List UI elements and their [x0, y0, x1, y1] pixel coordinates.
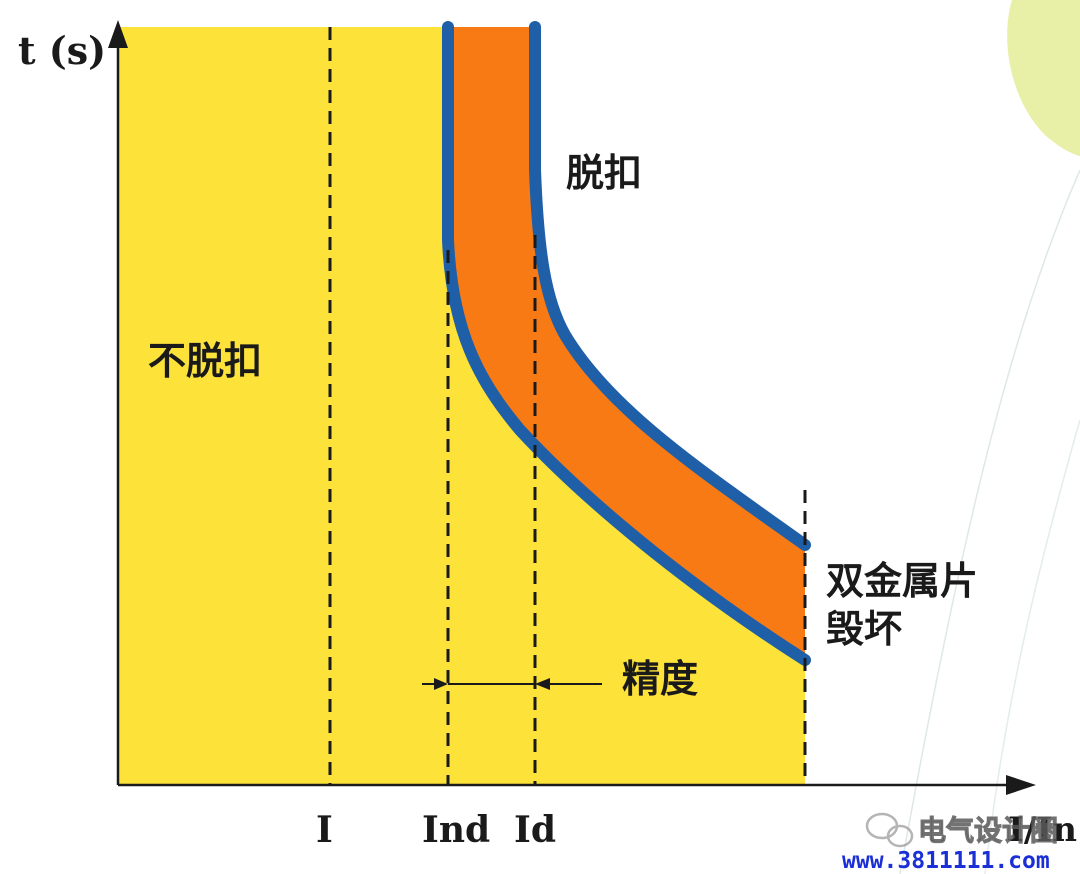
- accuracy-label: 精度: [622, 657, 698, 701]
- bimetal-damage-label-line1: 双金属片: [826, 559, 978, 603]
- trip-label: 脱扣: [566, 151, 642, 195]
- decorative-leaf-shape: [1007, 0, 1080, 156]
- watermark: 电气设计圈 www.3811111.com: [842, 812, 1059, 874]
- x-axis-label: I/In: [1008, 810, 1077, 850]
- x-tick-i: I: [316, 809, 333, 851]
- y-axis-arrow: [108, 20, 128, 48]
- y-axis-label: t (s): [18, 28, 106, 73]
- no-trip-region: [118, 27, 805, 785]
- bimetal-damage-label-line2: 毁坏: [826, 607, 902, 651]
- watermark-brand: 电气设计圈: [918, 814, 1058, 847]
- trip-band-right-boundary: [529, 21, 811, 551]
- wechat-icon: [865, 812, 914, 848]
- trip-band: [448, 27, 805, 660]
- x-tick-ind: Ind: [422, 809, 490, 851]
- watermark-url: www.3811111.com: [842, 848, 1050, 874]
- decorative-curve-line: [899, 169, 1080, 874]
- accuracy-right-arrowhead: [535, 678, 550, 690]
- no-trip-label: 不脱扣: [148, 339, 262, 383]
- decorative-curve-line-2: [984, 419, 1080, 874]
- accuracy-left-arrowhead: [434, 678, 448, 690]
- trip-band-left-boundary: [442, 21, 811, 666]
- x-axis-arrow: [1006, 775, 1036, 795]
- x-tick-id: Id: [514, 809, 556, 851]
